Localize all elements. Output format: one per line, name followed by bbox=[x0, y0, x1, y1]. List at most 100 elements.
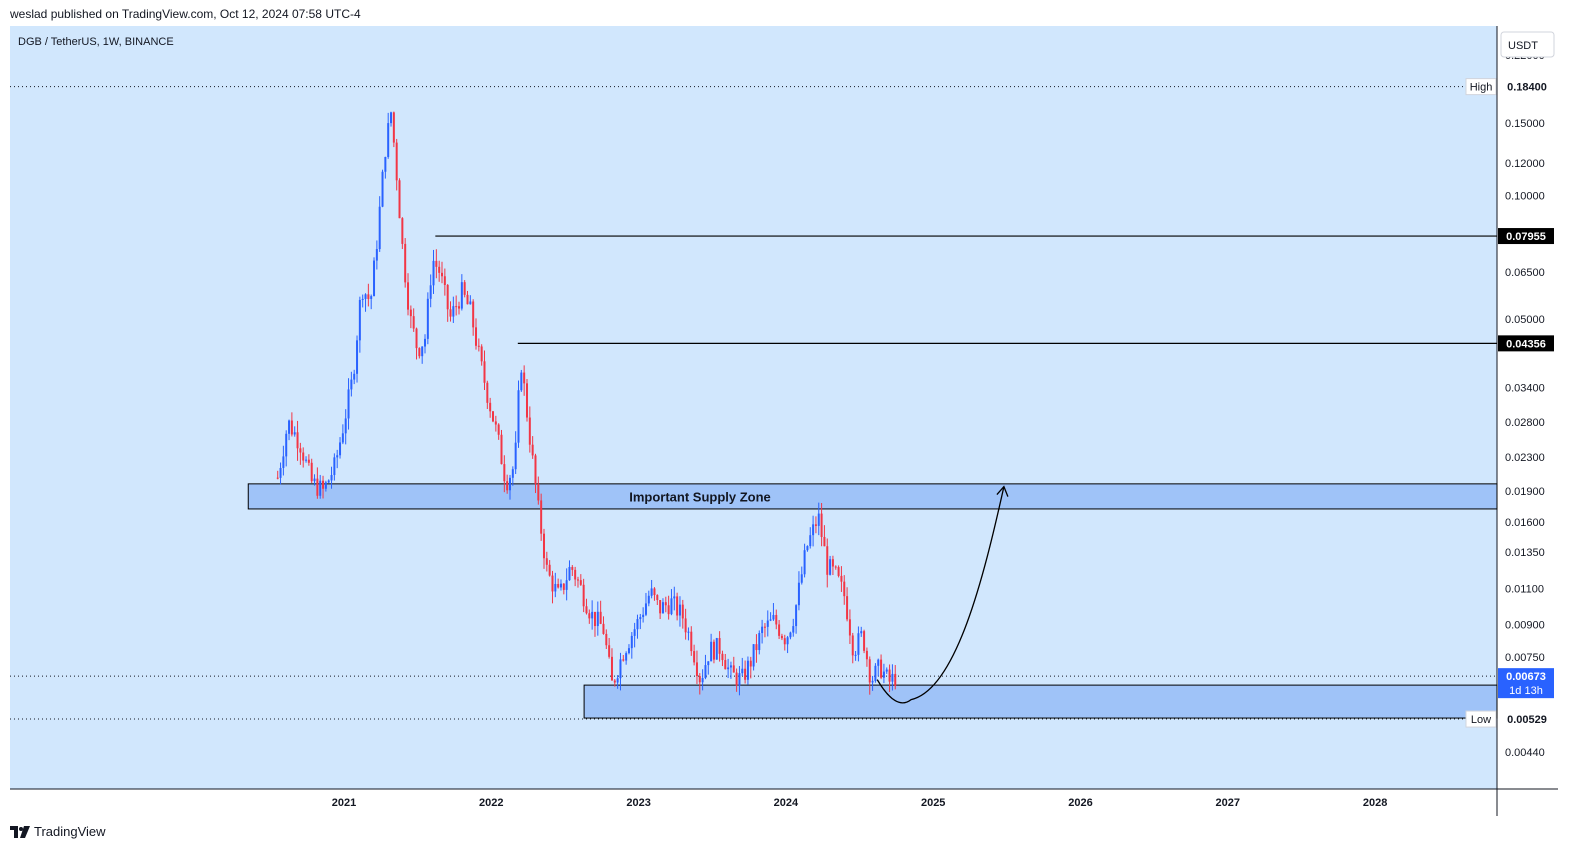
candle-body[interactable] bbox=[324, 482, 327, 489]
candle-body[interactable] bbox=[407, 282, 410, 310]
candle-body[interactable] bbox=[358, 299, 361, 341]
candle-body[interactable] bbox=[690, 631, 693, 652]
candle-body[interactable] bbox=[780, 635, 783, 639]
candle-body[interactable] bbox=[528, 417, 531, 445]
candle-body[interactable] bbox=[458, 306, 461, 309]
candle-body[interactable] bbox=[333, 457, 336, 476]
candle-body[interactable] bbox=[761, 626, 764, 634]
candle-body[interactable] bbox=[831, 559, 834, 567]
candle-body[interactable] bbox=[715, 638, 718, 660]
candle-body[interactable] bbox=[426, 298, 429, 339]
candle-body[interactable] bbox=[636, 619, 639, 630]
candle-body[interactable] bbox=[687, 631, 690, 633]
candle-body[interactable] bbox=[806, 546, 809, 551]
candle-body[interactable] bbox=[429, 285, 432, 299]
candle-body[interactable] bbox=[880, 659, 883, 678]
candle-body[interactable] bbox=[746, 660, 749, 680]
candle-body[interactable] bbox=[373, 260, 376, 297]
candle-body[interactable] bbox=[525, 383, 528, 418]
candle-body[interactable] bbox=[424, 338, 427, 347]
candle-body[interactable] bbox=[486, 382, 489, 403]
candle-body[interactable] bbox=[460, 282, 463, 309]
candle-body[interactable] bbox=[812, 524, 815, 536]
candle-body[interactable] bbox=[625, 653, 628, 661]
candle-body[interactable] bbox=[384, 156, 387, 172]
candle-body[interactable] bbox=[698, 676, 701, 683]
zone-rect[interactable] bbox=[247, 483, 1498, 510]
candle-body[interactable] bbox=[885, 669, 888, 672]
candle-body[interactable] bbox=[622, 659, 625, 661]
candle-body[interactable] bbox=[783, 638, 786, 645]
candle-body[interactable] bbox=[627, 648, 630, 654]
candle-body[interactable] bbox=[489, 402, 492, 412]
candle-body[interactable] bbox=[650, 588, 653, 596]
candle-body[interactable] bbox=[477, 345, 480, 347]
candle-body[interactable] bbox=[863, 631, 866, 651]
candle-body[interactable] bbox=[848, 619, 851, 636]
candle-body[interactable] bbox=[310, 462, 313, 482]
candle-body[interactable] bbox=[814, 524, 817, 526]
candle-body[interactable] bbox=[435, 260, 438, 267]
candle-body[interactable] bbox=[865, 650, 868, 660]
candle-body[interactable] bbox=[559, 583, 562, 588]
candle-body[interactable] bbox=[279, 467, 282, 478]
candle-body[interactable] bbox=[415, 328, 418, 349]
candle-body[interactable] bbox=[738, 673, 741, 686]
price-axis[interactable] bbox=[1497, 26, 1558, 789]
candle-body[interactable] bbox=[619, 659, 622, 679]
candle-body[interactable] bbox=[576, 579, 579, 581]
zone-rect[interactable] bbox=[583, 684, 1498, 719]
candle-body[interactable] bbox=[347, 389, 350, 419]
candle-body[interactable] bbox=[319, 480, 322, 496]
candle-body[interactable] bbox=[608, 645, 611, 657]
candle-body[interactable] bbox=[639, 617, 642, 620]
candle-body[interactable] bbox=[661, 602, 664, 614]
candle-body[interactable] bbox=[854, 654, 857, 656]
candle-body[interactable] bbox=[565, 580, 568, 590]
candle-body[interactable] bbox=[375, 249, 378, 261]
candle-body[interactable] bbox=[851, 635, 854, 656]
candle-body[interactable] bbox=[769, 619, 772, 621]
candle-body[interactable] bbox=[562, 583, 565, 590]
candle-body[interactable] bbox=[582, 584, 585, 607]
candle-body[interactable] bbox=[840, 575, 843, 582]
candle-body[interactable] bbox=[387, 123, 390, 157]
candle-body[interactable] bbox=[792, 626, 795, 633]
candle-body[interactable] bbox=[693, 651, 696, 663]
candle-body[interactable] bbox=[868, 659, 871, 683]
candle-body[interactable] bbox=[695, 662, 698, 677]
candle-body[interactable] bbox=[520, 372, 523, 391]
candle-body[interactable] bbox=[455, 306, 458, 308]
candle-body[interactable] bbox=[421, 346, 424, 357]
candle-body[interactable] bbox=[537, 483, 540, 501]
candle-body[interactable] bbox=[789, 632, 792, 638]
candle-body[interactable] bbox=[800, 574, 803, 583]
candle-body[interactable] bbox=[545, 558, 548, 565]
plot-area[interactable] bbox=[10, 26, 1497, 789]
candle-body[interactable] bbox=[302, 452, 305, 461]
candle-body[interactable] bbox=[523, 372, 526, 384]
candle-body[interactable] bbox=[829, 559, 832, 575]
candle-body[interactable] bbox=[610, 656, 613, 681]
time-axis[interactable] bbox=[10, 789, 1497, 816]
candle-body[interactable] bbox=[826, 546, 829, 575]
candle-body[interactable] bbox=[285, 433, 288, 457]
candle-body[interactable] bbox=[412, 316, 415, 329]
candle-body[interactable] bbox=[568, 566, 571, 581]
candle-body[interactable] bbox=[452, 306, 455, 317]
candle-body[interactable] bbox=[494, 421, 497, 425]
candle-body[interactable] bbox=[820, 513, 823, 537]
candle-body[interactable] bbox=[673, 596, 676, 599]
candle-body[interactable] bbox=[834, 566, 837, 568]
candle-body[interactable] bbox=[591, 611, 594, 619]
candle-body[interactable] bbox=[599, 611, 602, 624]
candle-body[interactable] bbox=[758, 633, 761, 651]
candle-body[interactable] bbox=[339, 442, 342, 456]
candle-body[interactable] bbox=[511, 469, 514, 478]
candle-body[interactable] bbox=[438, 266, 441, 273]
candle-body[interactable] bbox=[755, 644, 758, 651]
candle-body[interactable] bbox=[659, 599, 662, 614]
candle-body[interactable] bbox=[336, 455, 339, 458]
candle-body[interactable] bbox=[778, 624, 781, 636]
candle-body[interactable] bbox=[491, 411, 494, 422]
